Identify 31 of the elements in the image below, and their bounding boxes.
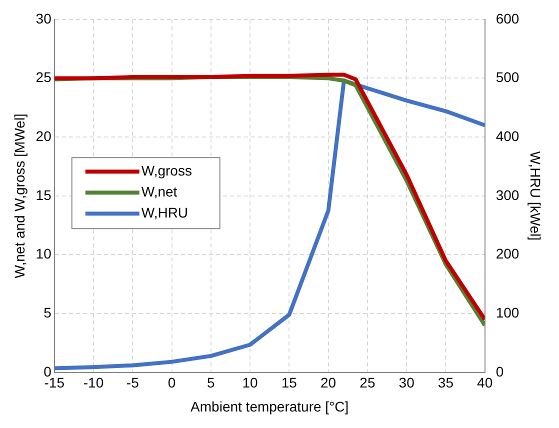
y2-axis-title: W,HRU [kWel] — [528, 151, 544, 240]
y-tick-label: 5 — [44, 304, 52, 320]
x-tick-label: 35 — [438, 374, 454, 391]
x-tick-label: 40 — [477, 374, 493, 391]
x-tick-label: 10 — [242, 374, 258, 391]
legend-label: W,HRU — [141, 204, 188, 220]
y2-tick-label: 100 — [496, 304, 520, 320]
y-tick-label: 30 — [36, 10, 52, 26]
y-tick-label: 25 — [36, 69, 52, 86]
x-tick-label: 5 — [207, 374, 216, 391]
y2-tick-label: 600 — [496, 10, 520, 26]
x-axis-title: Ambient temperature [°C] — [190, 398, 349, 414]
y2-tick-label: 200 — [496, 246, 520, 262]
y2-tick-label: 400 — [496, 128, 520, 144]
y-tick-label: 15 — [36, 186, 52, 203]
x-tick-label: -5 — [126, 374, 140, 391]
x-tick-label: 20 — [320, 374, 336, 391]
y-axis-title: W,net and W,gross [MWel] — [11, 114, 28, 278]
y-tick-label: 10 — [36, 246, 52, 262]
x-tick-label: 30 — [398, 374, 415, 391]
x-tick-label: 0 — [168, 374, 176, 391]
y2-tick-label: 0 — [496, 363, 504, 380]
y-tick-label: 0 — [44, 363, 52, 380]
x-tick-label: -10 — [83, 374, 104, 391]
legend-label: W,net — [141, 183, 178, 200]
legend-label: W,gross — [141, 162, 192, 178]
x-tick-label: 15 — [281, 374, 298, 391]
y2-tick-label: 500 — [496, 69, 520, 86]
y-tick-label: 20 — [36, 128, 52, 144]
y2-tick-label: 300 — [496, 186, 520, 203]
x-tick-label: 25 — [360, 374, 376, 391]
